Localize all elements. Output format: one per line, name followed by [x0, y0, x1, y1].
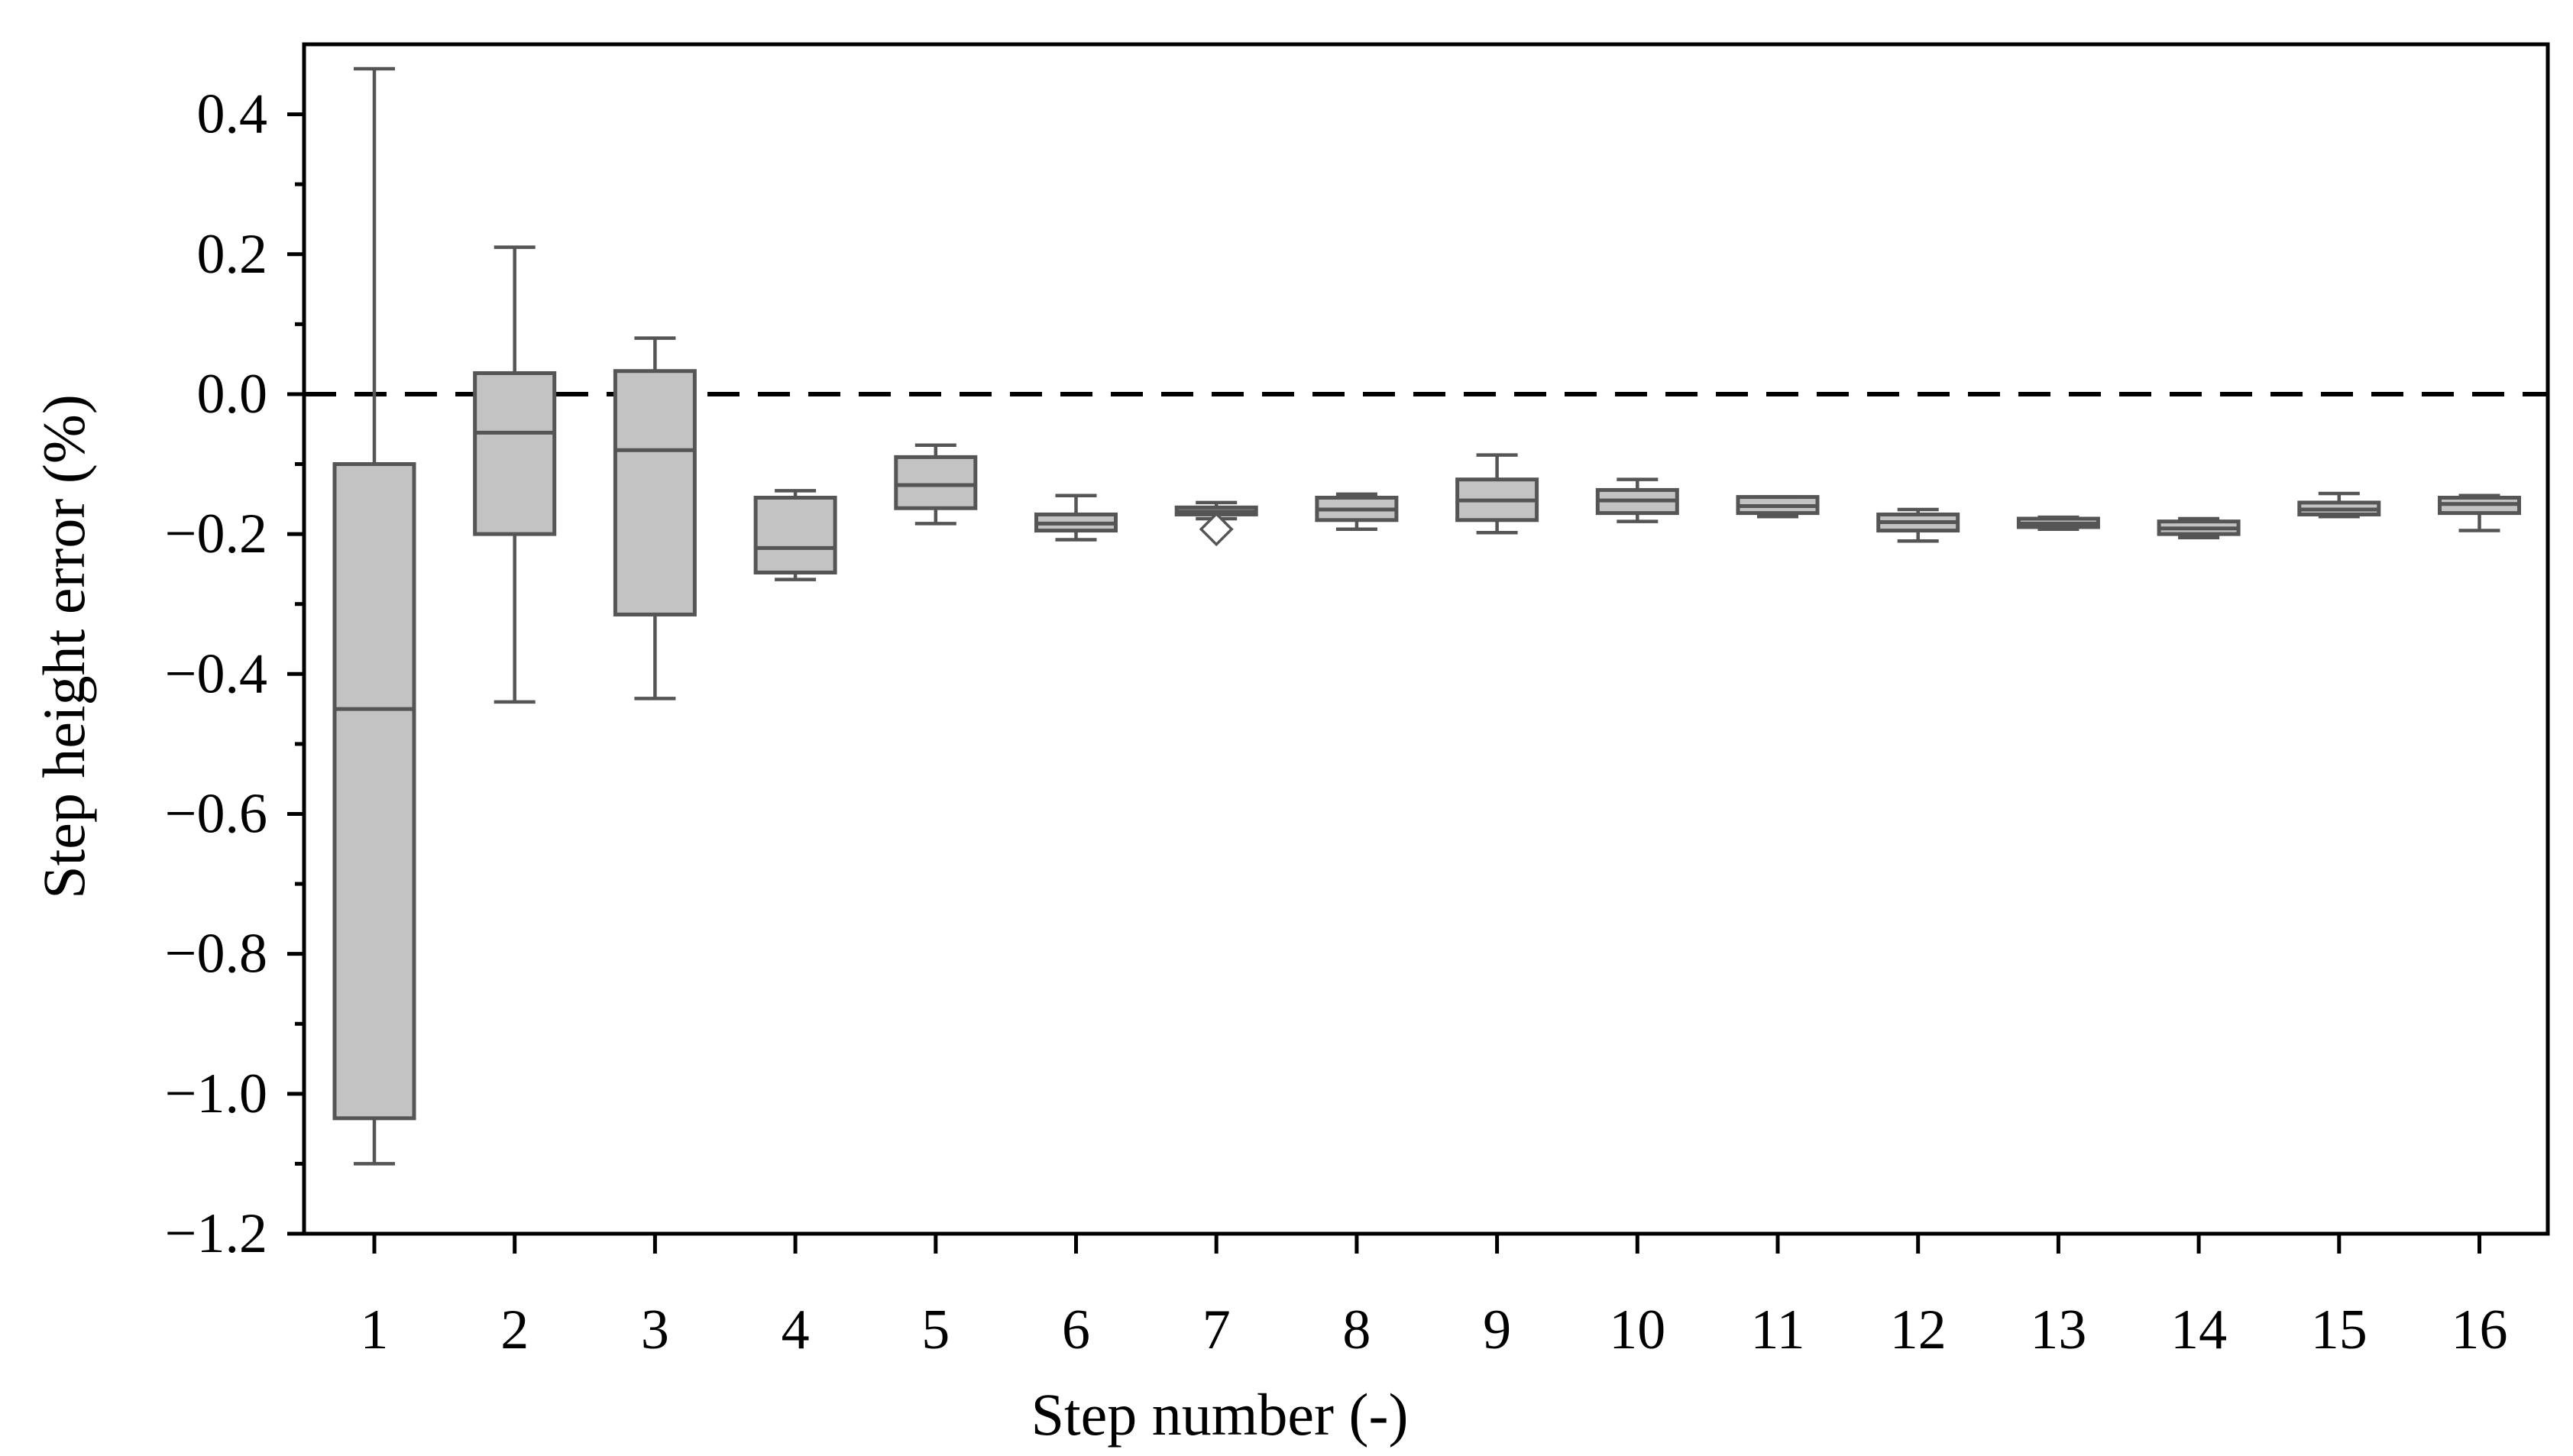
x-axis-ticks: 1 2 3 4 5 6 7 8 9 10 11 12 13 14 15 16	[361, 1234, 2508, 1361]
box-group-step-8	[1315, 492, 1399, 531]
x-tick-label: 13	[2030, 1299, 2086, 1361]
box-group-step-3	[613, 336, 697, 700]
x-tick-label: 8	[1342, 1299, 1371, 1361]
y-tick-label: −1.2	[165, 1202, 267, 1265]
box-iqr	[613, 369, 697, 616]
box-group-step-12	[1876, 507, 1960, 543]
box-group-step-13	[2016, 515, 2100, 531]
box-group-step-7	[1174, 500, 1258, 547]
x-tick-label: 1	[361, 1299, 389, 1361]
x-tick-label: 4	[782, 1299, 810, 1361]
x-tick-label: 9	[1483, 1299, 1511, 1361]
plot-area-frame	[302, 42, 2550, 1236]
box-iqr	[753, 495, 837, 574]
x-axis-title: Step number (-)	[1031, 1381, 1409, 1448]
box-group-step-15	[2297, 491, 2381, 519]
box-group-step-11	[1736, 495, 1820, 519]
box-group-step-5	[894, 443, 978, 526]
x-tick-label: 2	[500, 1299, 529, 1361]
y-tick-label: 0.2	[197, 223, 268, 286]
y-tick-label: 0.4	[197, 83, 268, 146]
x-tick-label: 14	[2170, 1299, 2227, 1361]
y-tick-label: −0.6	[165, 782, 267, 845]
box-iqr	[894, 455, 978, 510]
x-tick-label: 6	[1062, 1299, 1090, 1361]
box-group-step-2	[473, 245, 557, 704]
x-tick-label: 12	[1890, 1299, 1947, 1361]
x-tick-label: 11	[1750, 1299, 1804, 1361]
y-axis-ticks: −1.2 −1.0 −0.8 −0.6 −0.4 −0.2 0.0 0.2 0.4	[165, 83, 304, 1265]
x-tick-label: 10	[1609, 1299, 1665, 1361]
box-group-step-14	[2157, 516, 2241, 539]
y-tick-label: 0.0	[197, 363, 268, 425]
box-group-step-1	[332, 66, 416, 1166]
box-iqr	[473, 370, 557, 536]
box-group-step-9	[1455, 453, 1539, 535]
y-tick-label: −0.8	[165, 923, 267, 985]
y-tick-label: −0.4	[165, 642, 267, 705]
box-group-step-10	[1595, 477, 1679, 523]
y-tick-label: −0.2	[165, 503, 267, 565]
x-tick-label: 15	[2311, 1299, 2367, 1361]
x-tick-label: 3	[641, 1299, 669, 1361]
x-tick-label: 16	[2452, 1299, 2508, 1361]
y-tick-label: −1.0	[165, 1063, 267, 1125]
box-series	[332, 66, 2521, 1166]
x-tick-label: 5	[921, 1299, 950, 1361]
box-iqr	[332, 462, 416, 1121]
y-axis-title: Step height error (%)	[31, 394, 97, 899]
outlier-marker	[1199, 512, 1234, 547]
x-tick-label: 7	[1202, 1299, 1231, 1361]
box-group-step-6	[1034, 493, 1118, 542]
box-group-step-16	[2438, 493, 2521, 532]
box-group-step-4	[753, 489, 837, 581]
